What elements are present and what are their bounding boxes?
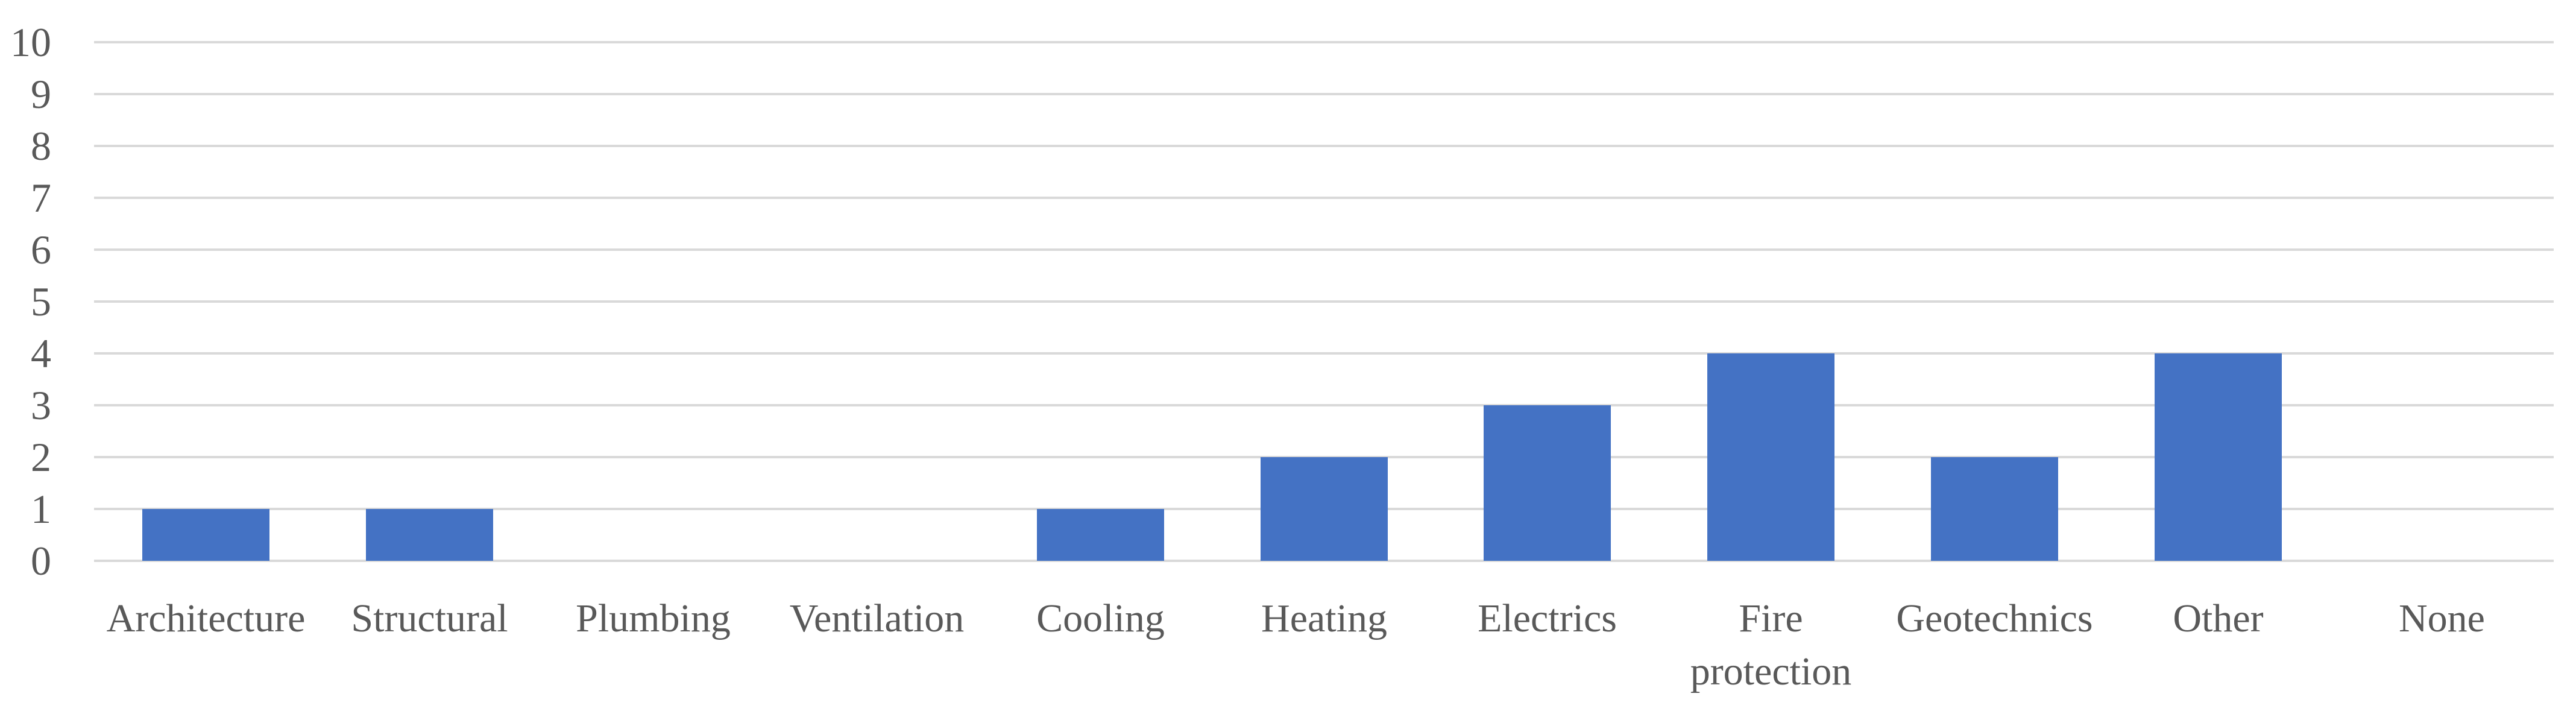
y-axis-tick-label: 3 <box>31 382 51 428</box>
y-axis-tick-label: 6 <box>31 227 51 273</box>
gridline-y-5 <box>94 300 2554 303</box>
bar-cooling <box>1037 509 1164 561</box>
x-axis-tick-label-none: None <box>2399 596 2485 640</box>
gridline-y-10 <box>94 41 2554 43</box>
x-axis-tick-label-ventilation: Ventilation <box>789 596 965 640</box>
gridline-y-7 <box>94 197 2554 199</box>
y-axis: 0 1 2 3 4 5 6 7 8 9 10 <box>0 22 51 581</box>
x-axis-tick-label-geotechnics: Geotechnics <box>1896 596 2093 640</box>
x-axis-tick-label-structural: Structural <box>351 596 508 640</box>
plot-area <box>94 41 2554 562</box>
bar-electrics <box>1484 405 1611 561</box>
bar-heating <box>1261 457 1388 561</box>
x-axis-tick-label-architecture: Architecture <box>106 596 306 640</box>
y-axis-tick-label: 8 <box>31 123 51 169</box>
bar-other <box>2155 353 2282 561</box>
bar-structural <box>366 509 493 561</box>
x-axis-tick-label-other: Other <box>2173 596 2264 640</box>
x-axis-tick-label-fire-protection: Fire protection <box>1690 596 1852 693</box>
gridline-y-3 <box>94 404 2554 406</box>
y-axis-tick-label: 2 <box>31 434 51 480</box>
gridline-y-9 <box>94 93 2554 95</box>
y-axis-tick-label: 10 <box>10 19 51 65</box>
y-axis-tick-label: 5 <box>31 279 51 324</box>
x-axis: Architecture Structural Plumbing Ventilatio… <box>94 592 2554 713</box>
gridline-y-6 <box>94 248 2554 251</box>
y-axis-tick-label: 7 <box>31 175 51 221</box>
x-axis-tick-label-cooling: Cooling <box>1036 596 1165 640</box>
bar-geotechnics <box>1931 457 2058 561</box>
bar-fire-protection <box>1707 353 1834 561</box>
y-axis-tick-label: 4 <box>31 330 51 376</box>
gridline-y-8 <box>94 145 2554 147</box>
y-axis-tick-label: 0 <box>31 538 51 584</box>
x-axis-tick-label-heating: Heating <box>1261 596 1387 640</box>
y-axis-tick-label: 1 <box>31 486 51 532</box>
y-axis-tick-label: 9 <box>31 71 51 117</box>
gridline-y-0 <box>94 560 2554 562</box>
bar-architecture <box>142 509 269 561</box>
x-axis-tick-label-plumbing: Plumbing <box>576 596 731 640</box>
x-axis-tick-label-electrics: Electrics <box>1478 596 1617 640</box>
gridline-y-4 <box>94 352 2554 355</box>
